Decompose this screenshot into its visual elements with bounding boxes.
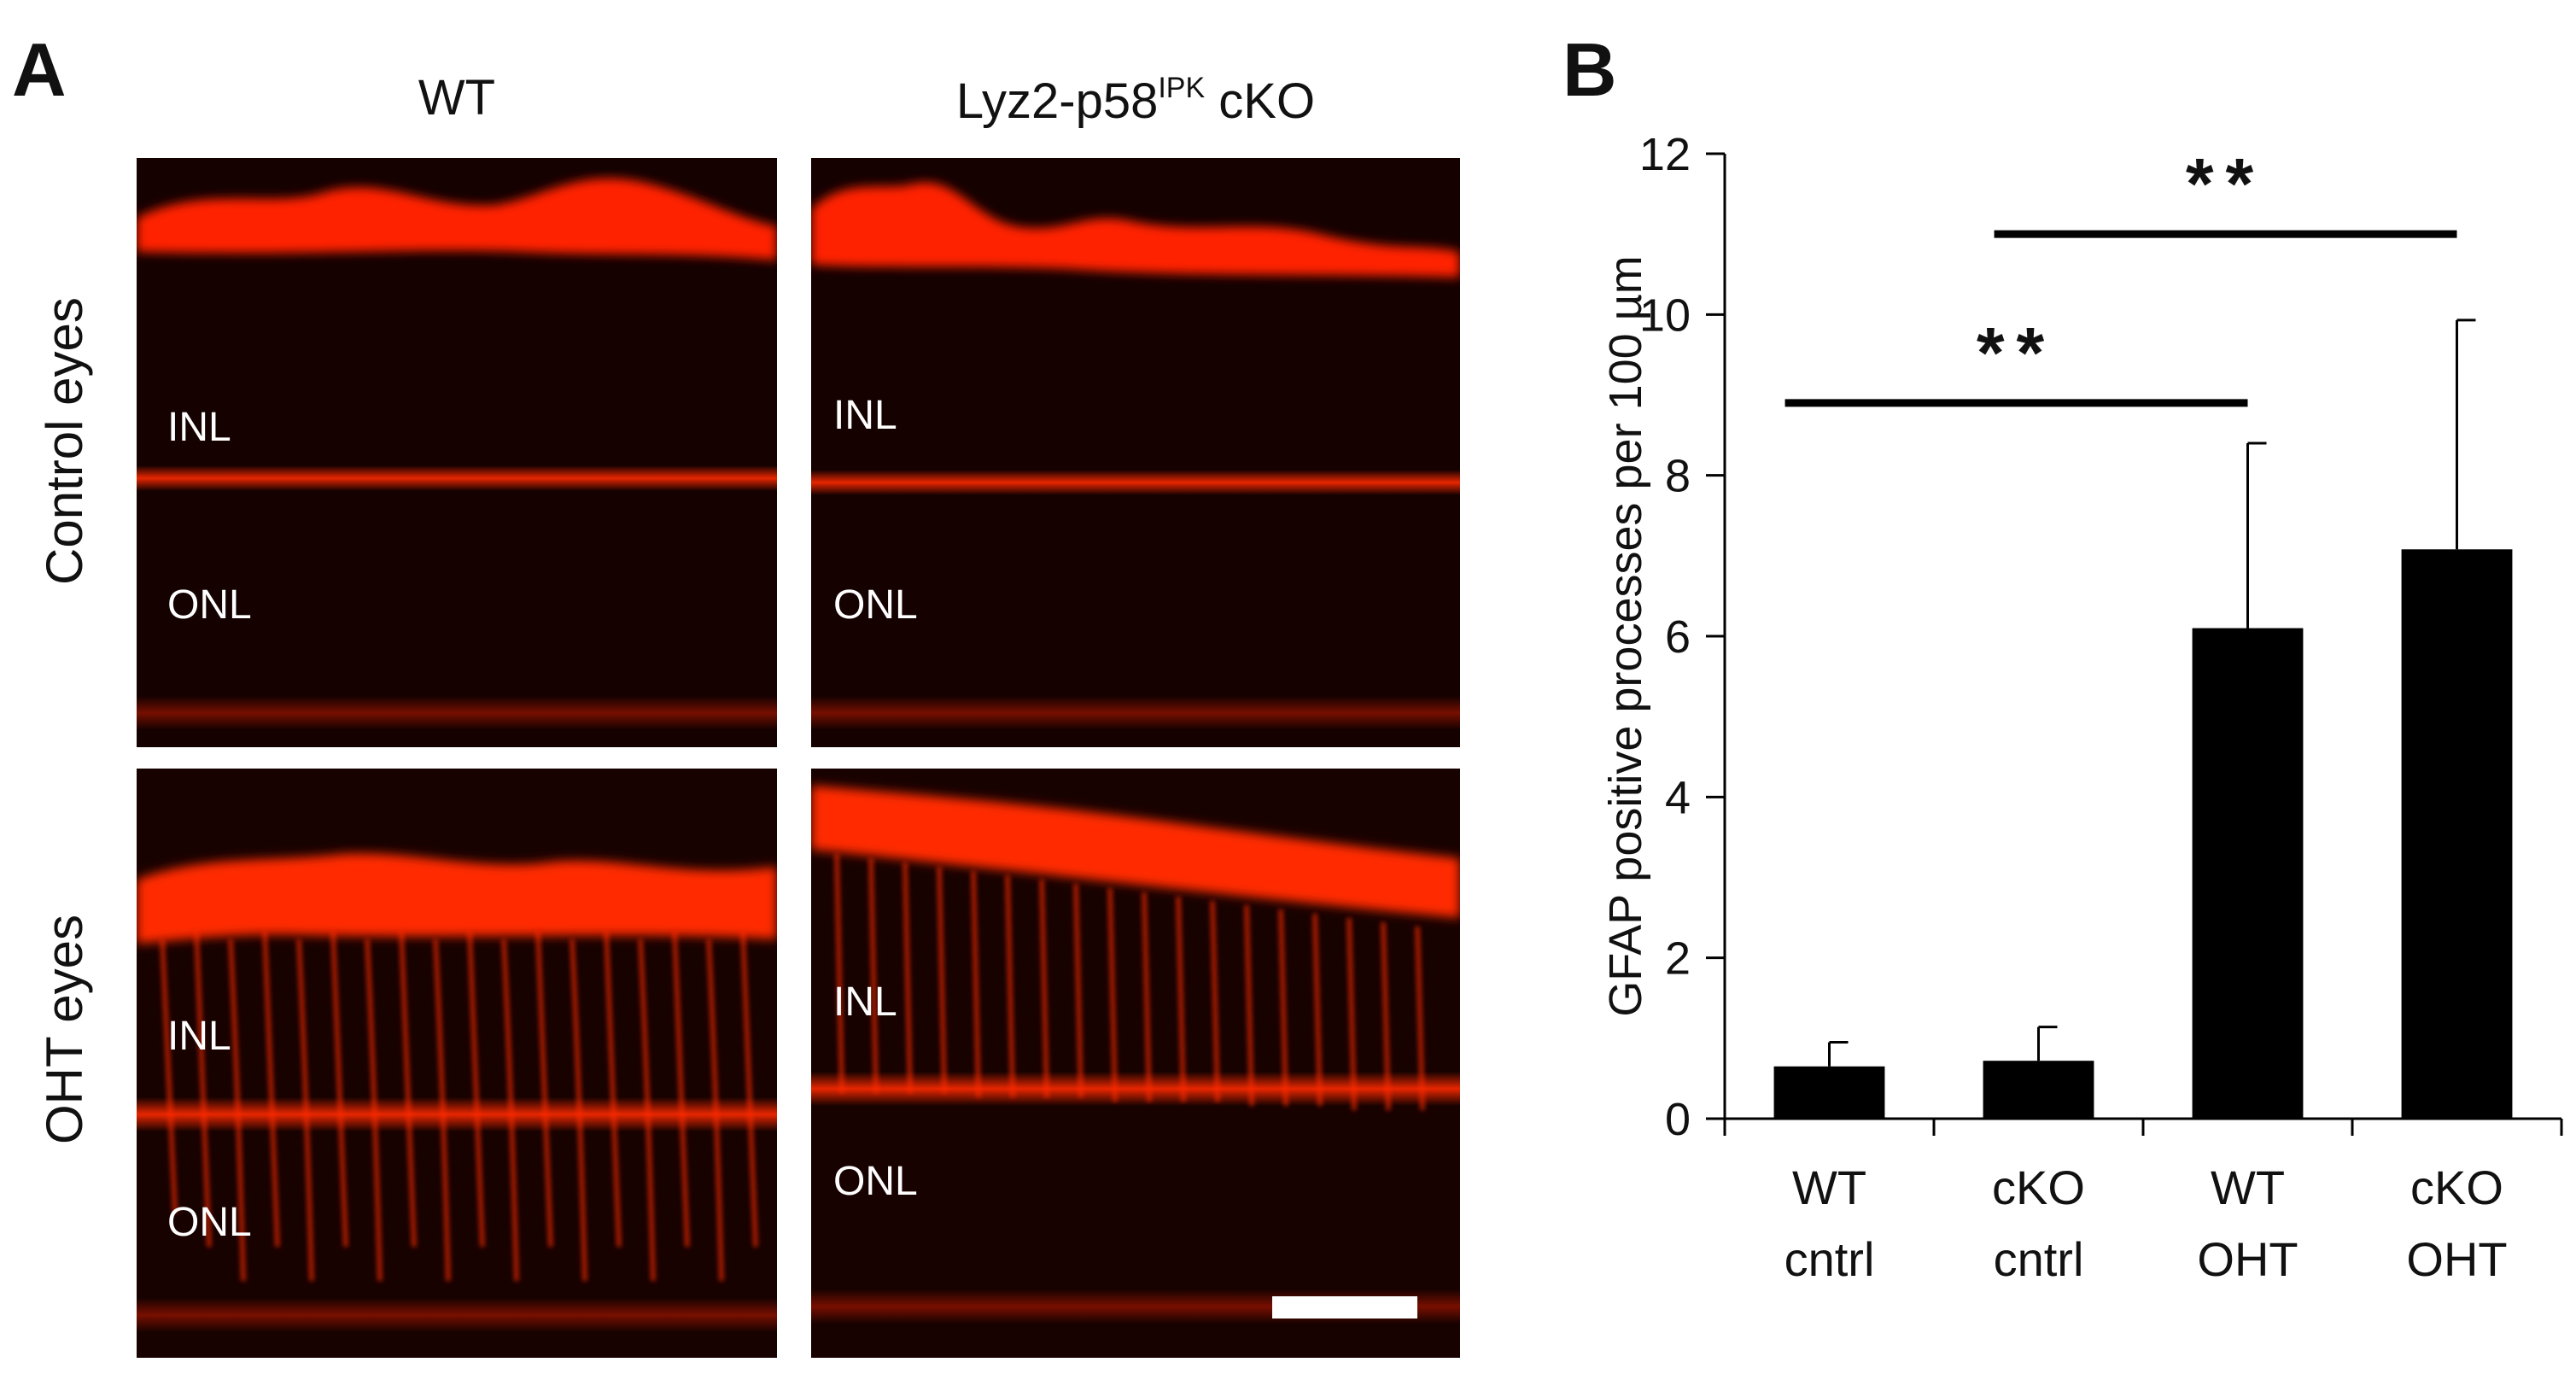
y-tick-label: 12 xyxy=(1639,129,1691,180)
bar xyxy=(1983,1061,2094,1119)
micrograph-control-wt: INL ONL xyxy=(137,158,777,747)
x-tick-label: cKO xyxy=(1992,1161,2085,1214)
micrograph-control-cko-image xyxy=(811,158,1460,747)
column-header-wt: WT xyxy=(418,70,496,126)
significance-label: ** xyxy=(1977,313,2056,393)
micrograph-oht-wt-image xyxy=(137,769,777,1358)
bar xyxy=(1773,1066,1885,1119)
x-tick-label: cntrl xyxy=(1785,1232,1875,1286)
inl-label: INL xyxy=(167,1014,231,1059)
onl-label: ONL xyxy=(833,582,918,628)
micrograph-oht-cko: INL ONL xyxy=(811,769,1460,1358)
x-tick-label: WT xyxy=(2211,1161,2285,1214)
y-axis-title: GFAP positive processes per 100 µm xyxy=(1600,255,1651,1017)
inl-label: INL xyxy=(833,979,897,1025)
x-tick-label: WT xyxy=(1792,1161,1866,1214)
y-tick-label: 10 xyxy=(1639,289,1691,341)
y-tick-label: 2 xyxy=(1665,933,1691,985)
column-header-cko: Lyz2-p58IPK cKO xyxy=(955,72,1316,129)
onl-label: ONL xyxy=(833,1159,918,1204)
x-tick-label: OHT xyxy=(2406,1232,2507,1286)
inl-label: INL xyxy=(833,393,897,438)
x-tick-label: OHT xyxy=(2197,1232,2298,1286)
row-label-oht-eyes: OHT eyes xyxy=(36,915,93,1144)
x-tick-label: cKO xyxy=(2410,1161,2503,1214)
bar xyxy=(2192,628,2304,1119)
onl-label: ONL xyxy=(167,1200,252,1245)
micrograph-oht-wt: INL ONL xyxy=(137,769,777,1358)
y-tick-label: 0 xyxy=(1665,1094,1691,1145)
gfap-bar-chart: 0 2 4 6 8 10 12 GFAP positive processes per 100… xyxy=(1600,129,2563,1286)
micrograph-control-wt-image xyxy=(137,158,777,747)
scale-bar xyxy=(1272,1296,1417,1318)
significance-label: ** xyxy=(2186,143,2265,224)
panel-b-letter: B xyxy=(1563,27,1617,112)
micrograph-control-cko: INL ONL xyxy=(811,158,1460,747)
row-label-control-eyes: Control eyes xyxy=(36,297,93,585)
bar xyxy=(2401,549,2513,1119)
y-tick-label: 6 xyxy=(1665,611,1691,663)
panel-a-letter: A xyxy=(12,27,67,112)
x-tick-label: cntrl xyxy=(1994,1232,2084,1286)
inl-label: INL xyxy=(167,405,231,450)
micrograph-oht-cko-image xyxy=(811,769,1460,1358)
onl-label: ONL xyxy=(167,582,252,628)
y-tick-label: 8 xyxy=(1665,451,1691,502)
y-tick-label: 4 xyxy=(1665,772,1691,823)
